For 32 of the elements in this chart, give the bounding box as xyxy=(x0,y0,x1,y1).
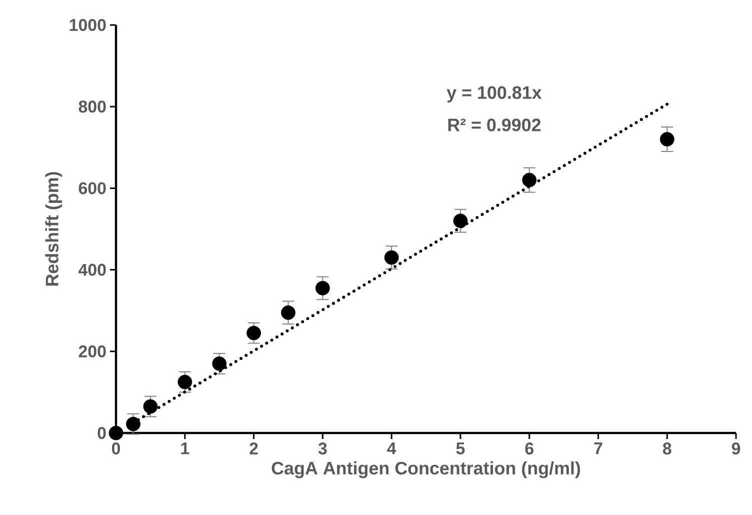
point xyxy=(660,132,674,146)
point xyxy=(453,214,468,228)
x-axis-title: CagA Antigen Concentration (ng/ml) xyxy=(272,461,580,478)
x-tick-label: 0 xyxy=(112,442,120,455)
point xyxy=(315,280,330,296)
x-tick-label: 4 xyxy=(387,442,396,454)
point xyxy=(246,326,261,340)
x-tick-label: 8 xyxy=(662,442,672,455)
y-axis-title: Redshift (pm) xyxy=(45,172,62,286)
x-tick-label: 1 xyxy=(181,442,190,454)
x-tick-label: 3 xyxy=(318,442,327,455)
point xyxy=(384,250,399,265)
annotation: y = 100.81x xyxy=(446,86,542,102)
y-tick-label: 200 xyxy=(78,345,106,358)
point xyxy=(212,356,227,371)
point xyxy=(281,305,296,320)
y-tick-label: 1000 xyxy=(70,19,106,31)
x-tick-label: 2 xyxy=(250,442,258,454)
y-tick-label: 0 xyxy=(98,427,106,439)
x-tick-label: 5 xyxy=(456,442,465,454)
point xyxy=(143,399,158,414)
x-tick-label: 6 xyxy=(525,442,534,455)
point xyxy=(108,426,124,440)
y-tick-label: 400 xyxy=(78,264,106,276)
x-tick-label: 7 xyxy=(594,442,602,454)
point xyxy=(178,374,192,390)
point xyxy=(126,416,140,432)
point xyxy=(522,172,537,188)
x-tick-label: 9 xyxy=(732,442,740,455)
y-tick-label: 600 xyxy=(78,182,106,194)
annotation: R² = 0.9902 xyxy=(448,118,541,132)
y-tick-label: 800 xyxy=(78,100,106,113)
